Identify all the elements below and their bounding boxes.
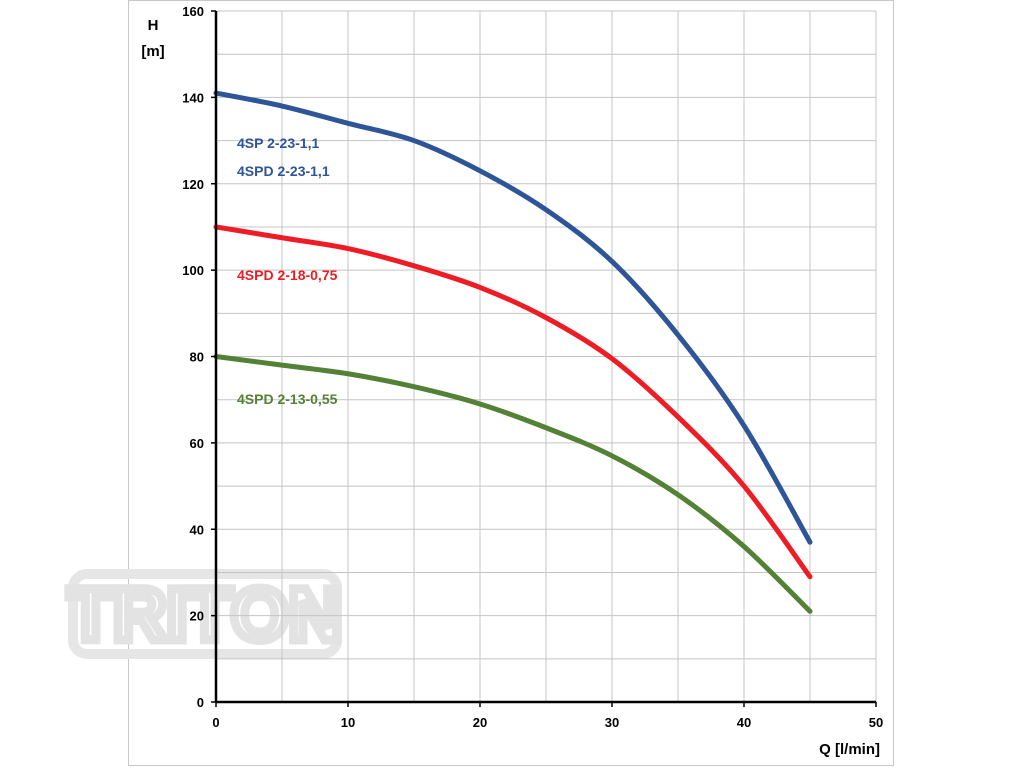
- curves: [213, 90, 813, 614]
- x-axis-title: Q [l/min]: [819, 741, 880, 758]
- y-tick-label: 60: [190, 436, 204, 451]
- triton-logo-watermark: TRITON: [63, 569, 346, 661]
- y-tick-label: 120: [182, 177, 204, 192]
- series-label: 4SPD 2-18-0,75: [237, 267, 338, 283]
- y-tick-label: 80: [190, 350, 204, 365]
- y-axis-title-symbol: H: [148, 17, 159, 34]
- y-tick-label: 20: [190, 609, 204, 624]
- series-curve-3: [213, 354, 813, 614]
- series-label: 4SPD 2-23-1,1: [237, 163, 330, 179]
- y-axis-title-unit: [m]: [141, 43, 164, 60]
- chart-frame: [128, 0, 894, 766]
- x-tick-label: 20: [473, 715, 487, 730]
- tick-labels: 0 20 40 60 80 100 120 140 160 0 10 20 30 40 50: [182, 4, 883, 730]
- y-tick-label: 140: [182, 90, 204, 105]
- series-label: 4SP 2-23-1,1: [237, 135, 319, 151]
- watermark-text: TRITON: [68, 573, 342, 656]
- x-tick-label: 0: [212, 715, 219, 730]
- series-label: 4SPD 2-13-0,55: [237, 391, 338, 407]
- y-tick-label: 0: [197, 695, 204, 710]
- x-tick-label: 30: [605, 715, 619, 730]
- series-curve-2: [213, 224, 813, 580]
- series-curve-1: [213, 90, 813, 545]
- x-tick-label: 50: [869, 715, 883, 730]
- y-tick-label: 100: [182, 263, 204, 278]
- series-labels: 4SP 2-23-1,1 4SPD 2-23-1,1 4SPD 2-18-0,75 4…: [237, 135, 338, 407]
- y-tick-label: 160: [182, 4, 204, 19]
- y-tick-label: 40: [190, 522, 204, 537]
- x-tick-label: 40: [737, 715, 751, 730]
- x-tick-label: 10: [341, 715, 355, 730]
- axes: [211, 10, 877, 707]
